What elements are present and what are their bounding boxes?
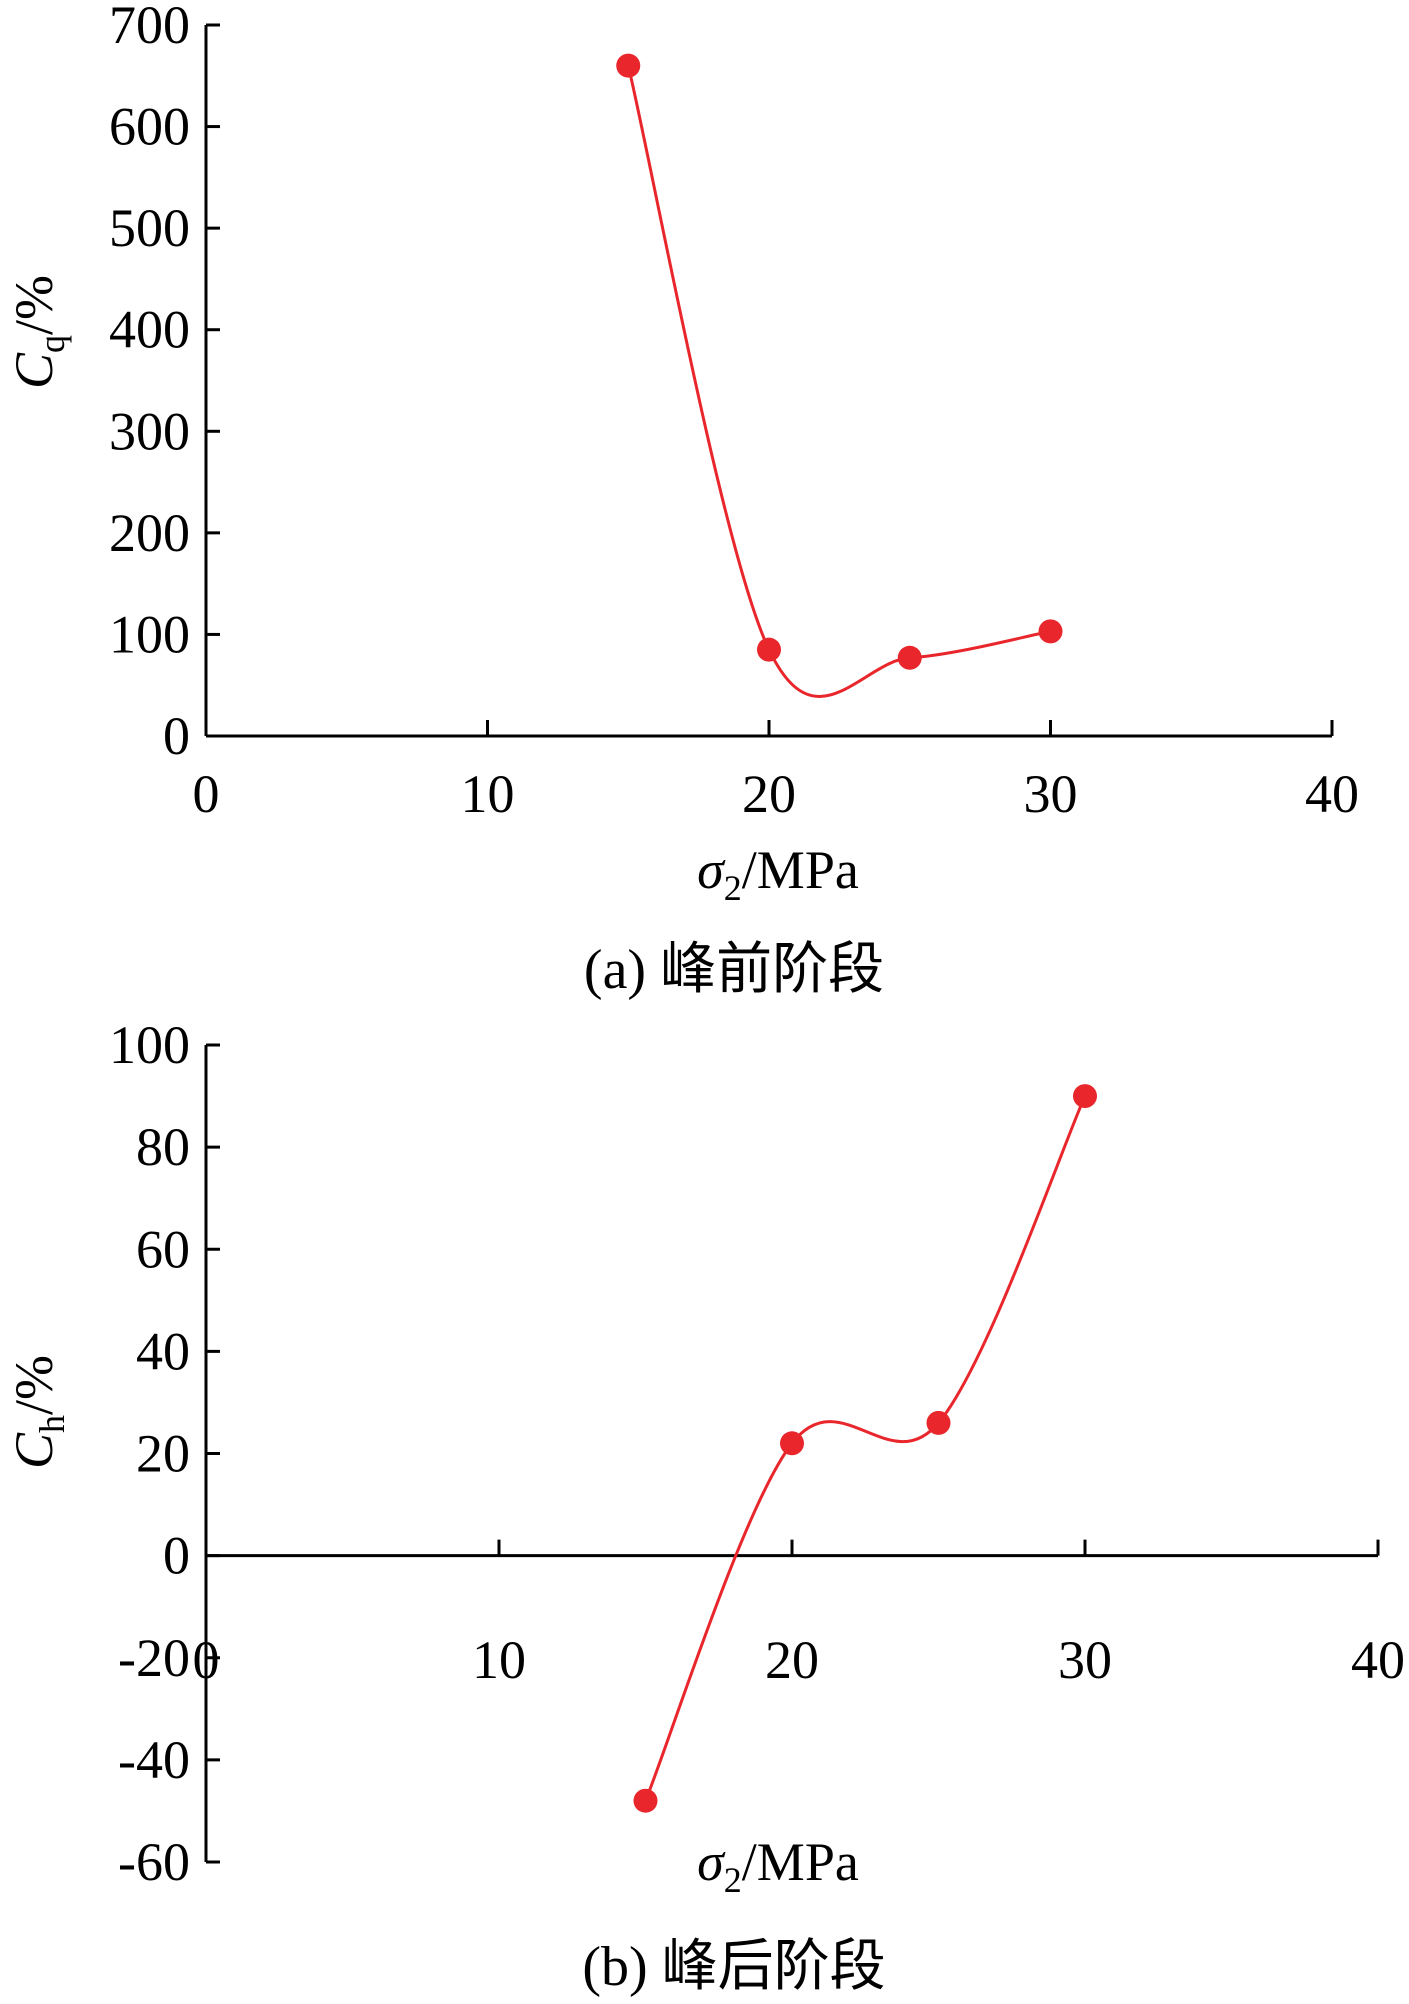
x-axis-label: σ2/MPa	[697, 1832, 859, 1900]
y-tick-label: 500	[109, 198, 190, 258]
x-axis-label-symbol: σ	[697, 1832, 726, 1892]
data-point	[757, 637, 781, 662]
y-tick-label: 40	[136, 1321, 190, 1381]
x-axis-label-symbol: σ	[697, 840, 726, 900]
data-point	[926, 1410, 951, 1435]
data-point	[1073, 1084, 1097, 1109]
y-axis-label-subscript: h	[32, 1415, 72, 1433]
data-point	[780, 1431, 804, 1456]
y-tick-label: 700	[109, 0, 190, 55]
series-line	[644, 1095, 1087, 1802]
data-point	[616, 53, 641, 78]
y-axis-label-unit: /%	[4, 275, 64, 335]
chart-caption: (a) 峰前阶段	[584, 939, 884, 1001]
y-tick-label: 400	[109, 300, 190, 360]
data-point	[633, 1788, 658, 1813]
x-axis-label-unit: /MPa	[742, 1832, 859, 1892]
y-tick-label: 300	[109, 401, 190, 461]
x-tick-label: 0	[193, 1630, 220, 1690]
y-tick-label: 600	[109, 97, 190, 157]
y-axis-label-symbol: C	[4, 352, 64, 389]
x-axis-label-subscript: 2	[724, 868, 742, 908]
y-tick-label: -60	[118, 1832, 190, 1892]
x-axis-label-unit: /MPa	[742, 840, 859, 900]
y-axis-label-subscript: q	[32, 335, 72, 353]
y-axis-label: Cq/%	[4, 275, 72, 389]
y-axis-label: Ch/%	[4, 1355, 72, 1469]
data-point	[1038, 619, 1063, 644]
y-axis-label-unit: /%	[4, 1355, 64, 1415]
y-tick-label: 100	[109, 604, 190, 664]
x-tick-label: 0	[193, 764, 220, 824]
x-axis-label-subscript: 2	[724, 1860, 742, 1900]
x-tick-label: 20	[765, 1630, 819, 1690]
y-tick-label: -20	[118, 1628, 190, 1688]
x-tick-label: 10	[461, 764, 515, 824]
y-tick-label: -40	[118, 1730, 190, 1790]
x-tick-label: 10	[472, 1630, 526, 1690]
y-tick-label: 80	[136, 1117, 190, 1177]
y-tick-label: 200	[109, 503, 190, 563]
series-line	[626, 65, 1051, 698]
x-tick-label: 40	[1305, 764, 1359, 824]
chart-caption: (b) 峰后阶段	[582, 1936, 885, 1998]
y-tick-label: 20	[136, 1424, 190, 1484]
y-tick-label: 60	[136, 1219, 190, 1279]
y-tick-label: 0	[163, 1526, 190, 1586]
x-tick-label: 20	[742, 764, 796, 824]
x-tick-label: 30	[1024, 764, 1078, 824]
y-tick-label: 100	[109, 1015, 190, 1075]
y-axis-label-symbol: C	[4, 1432, 64, 1469]
x-tick-label: 40	[1351, 1630, 1405, 1690]
y-tick-label: 0	[163, 706, 190, 766]
x-axis-label: σ2/MPa	[697, 840, 859, 908]
data-point	[897, 645, 922, 670]
x-tick-label: 30	[1058, 1630, 1112, 1690]
